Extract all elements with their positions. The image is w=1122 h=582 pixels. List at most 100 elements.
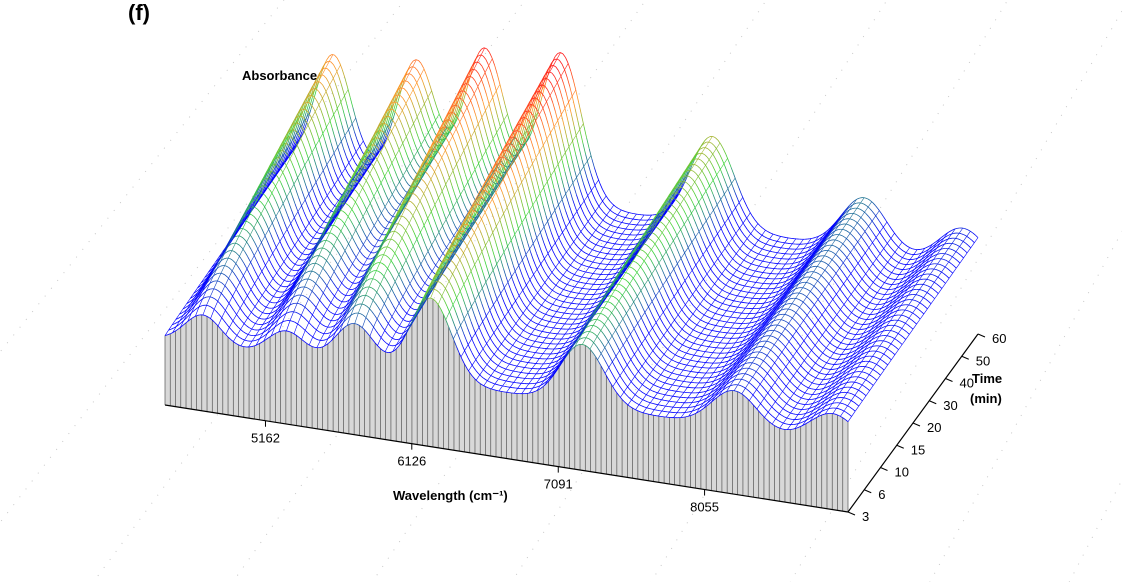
mesh-time-segment (368, 215, 373, 222)
mesh-time-segment (475, 69, 479, 74)
mesh-time-segment (616, 220, 619, 223)
mesh-time-segment (789, 286, 793, 290)
mesh-time-segment (516, 166, 520, 175)
mesh-time-segment (353, 145, 357, 153)
mesh-time-segment (368, 184, 372, 191)
mesh-time-segment (576, 274, 580, 277)
mesh-time-segment (885, 220, 890, 225)
mesh-time-segment (398, 149, 403, 158)
mesh-time-segment (722, 231, 726, 238)
mesh-time-segment (414, 67, 418, 71)
mesh-time-segment (563, 83, 567, 94)
mesh-time-segment (896, 299, 900, 302)
mesh-time-segment (937, 240, 941, 243)
mesh-time-segment (558, 250, 562, 256)
mesh-time-segment (552, 102, 556, 112)
mesh-time-segment (717, 176, 721, 184)
mesh-time-segment (745, 245, 749, 249)
mesh-time-segment (334, 54, 338, 59)
mesh-time-segment (535, 158, 540, 169)
mesh-time-segment (883, 288, 887, 290)
mesh-time-segment (663, 203, 667, 206)
mesh-time-segment (918, 261, 922, 264)
mesh-time-segment (693, 296, 698, 301)
mesh-time-segment (722, 282, 726, 286)
mesh-time-segment (706, 193, 710, 200)
mesh-time-segment (689, 164, 693, 167)
mesh-time-segment (808, 263, 812, 267)
grid-line (0, 0, 285, 353)
mesh-time-segment (670, 276, 675, 284)
mesh-time-segment (380, 223, 384, 228)
mesh-time-segment (448, 226, 453, 233)
mesh-time-segment (878, 278, 883, 282)
mesh-time-segment (548, 286, 552, 290)
mesh-time-segment (543, 242, 547, 251)
mesh-time-segment (874, 316, 878, 319)
mesh-time-segment (329, 157, 334, 167)
mesh-time-segment (690, 198, 694, 204)
mesh-time-segment (692, 158, 696, 161)
mesh-time-segment (872, 303, 876, 305)
mesh-time-segment (783, 286, 787, 290)
mesh-time-segment (765, 243, 769, 246)
mesh-time-segment (821, 260, 825, 263)
mesh-time-segment (542, 255, 546, 262)
mesh-time-segment (920, 248, 923, 250)
mesh-time-segment (429, 119, 433, 128)
mesh-time-segment (710, 187, 714, 195)
mesh-time-segment (693, 305, 697, 309)
mesh-time-segment (884, 258, 888, 263)
mesh-time-segment (816, 238, 820, 241)
mesh-time-segment (570, 256, 574, 260)
mesh-time-segment (613, 276, 616, 279)
mesh-time-segment (438, 127, 443, 132)
mesh-time-segment (808, 242, 812, 244)
mesh-time-segment (892, 291, 896, 294)
mesh-time-segment (691, 256, 695, 263)
mesh-time-segment (924, 254, 929, 258)
mesh-time-segment (703, 290, 708, 294)
mesh-time-segment (294, 203, 299, 212)
mesh-time-segment (891, 295, 895, 298)
mesh-time-segment (420, 156, 424, 162)
mesh-time-segment (891, 248, 895, 253)
mesh-time-segment (919, 274, 923, 277)
mesh-time-segment (967, 229, 971, 232)
mesh-time-segment (439, 183, 443, 192)
mesh-time-segment (900, 248, 904, 252)
mesh-time-segment (298, 148, 302, 156)
mesh-time-segment (573, 185, 577, 195)
mesh-time-segment (625, 253, 629, 255)
mesh-time-segment (844, 210, 848, 214)
mesh-time-segment (924, 249, 928, 253)
mesh-time-segment (307, 111, 312, 117)
mesh-time-segment (336, 57, 341, 64)
mesh-time-segment (688, 220, 692, 228)
mesh-time-segment (563, 187, 567, 198)
mesh-time-segment (533, 207, 537, 218)
mesh-time-segment (587, 164, 592, 174)
mesh-time-segment (763, 242, 767, 245)
mesh-time-segment (744, 252, 748, 256)
mesh-time-segment (528, 103, 532, 106)
mesh-time-segment (369, 202, 374, 210)
mesh-time-segment (433, 99, 438, 108)
mesh-time-segment (691, 292, 695, 298)
mesh-time-segment (671, 204, 675, 208)
mesh-time-segment (861, 218, 866, 222)
mesh-time-segment (481, 47, 485, 50)
mesh-time-segment (814, 249, 819, 254)
mesh-time-segment (472, 77, 476, 81)
mesh-time-segment (812, 237, 816, 239)
mesh-time-segment (701, 286, 705, 291)
mesh-time-segment (612, 204, 616, 207)
mesh-time-segment (558, 166, 562, 178)
mesh-time-segment (546, 71, 550, 74)
mesh-time-segment (951, 228, 955, 231)
mesh-time-segment (871, 321, 875, 324)
mesh-time-segment (914, 261, 918, 264)
mesh-time-segment (623, 210, 627, 213)
mesh-time-segment (747, 229, 751, 234)
mesh-time-segment (556, 198, 560, 208)
